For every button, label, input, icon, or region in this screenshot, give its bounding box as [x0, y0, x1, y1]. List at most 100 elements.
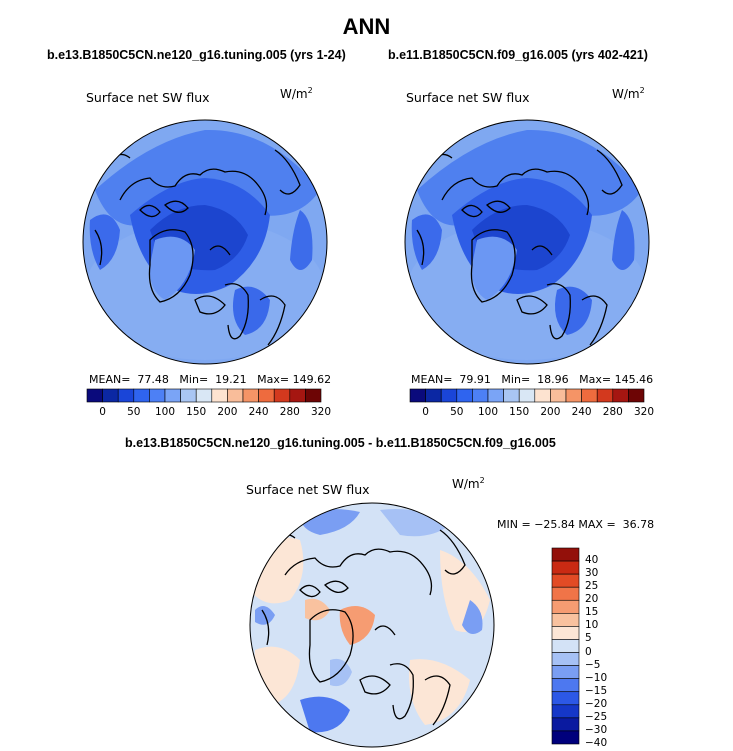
- right-stats: MEAN= 79.91 Min= 18.96 Max= 145.46: [411, 373, 654, 386]
- diff-colorbar-swatch: [551, 586, 580, 601]
- diff-stats: MIN = −25.84 MAX = 36.78: [497, 518, 655, 531]
- diff-colorbar-tick-label: 25: [585, 580, 599, 593]
- right-colorbar-tick-label: 150: [509, 406, 530, 418]
- diff-units: W/m2: [452, 476, 485, 491]
- left-colorbar-tick-label: 150: [186, 406, 207, 418]
- right-colorbar-swatch: [440, 388, 458, 403]
- right-colorbar-swatch: [503, 388, 520, 403]
- right-colorbar-tick-label: 100: [477, 406, 499, 418]
- diff-colorbar-swatch: [551, 639, 580, 653]
- diff-colorbar-tick-label: 20: [585, 593, 599, 606]
- diff-colorbar-tick-label: −20: [585, 697, 608, 710]
- right-colorbar-swatch: [596, 388, 614, 403]
- diff-colorbar-tick-label: 15: [585, 606, 599, 619]
- diff-colorbar: [551, 547, 580, 745]
- left-colorbar-swatch: [289, 388, 306, 403]
- right-colorbar-tick-label: 200: [540, 406, 561, 418]
- diff-colorbar-tick-label: 40: [585, 554, 599, 567]
- right-coastlines: [416, 149, 623, 346]
- diff-colorbar-tick-label: 0: [585, 645, 592, 658]
- left-colorbar-swatch: [258, 388, 275, 403]
- diff-colorbar-swatch: [551, 730, 580, 745]
- diff-colorbar-swatch: [551, 599, 580, 614]
- diff-case-title: b.e13.B1850C5CN.ne120_g16.tuning.005 - b…: [125, 436, 556, 450]
- diff-colorbar-swatch: [551, 573, 580, 588]
- diff-colorbar-tick-label: −5: [585, 658, 601, 671]
- left-colorbar-swatch: [164, 388, 181, 403]
- diff-colorbar-swatch: [551, 613, 580, 627]
- right-colorbar-swatch: [565, 388, 582, 403]
- diff-colorbar-swatch: [551, 717, 580, 732]
- left-colorbar-swatch: [273, 388, 291, 403]
- right-colorbar-tick-label: 0: [422, 406, 429, 418]
- right-polar-map: [405, 120, 649, 364]
- left-colorbar-tick-label: 100: [154, 406, 176, 418]
- right-colorbar-swatch: [534, 388, 551, 403]
- diff-colorbar-swatch: [551, 665, 580, 679]
- right-colorbar: [409, 388, 645, 403]
- right-colorbar-tick-label: 280: [602, 406, 623, 418]
- diff-variable-label: Surface net SW flux: [246, 482, 370, 497]
- left-colorbar-tick-label: 50: [127, 406, 141, 418]
- diff-colorbar-tick-label: 10: [585, 619, 599, 632]
- diff-colorbar-tick-label: −25: [585, 710, 608, 723]
- right-units: W/m2: [612, 86, 645, 101]
- figure-title: ANN: [342, 14, 391, 39]
- diff-map-warm-anomaly: [339, 606, 375, 645]
- diff-colorbar-swatch: [551, 547, 580, 562]
- diff-colorbar-swatch: [551, 560, 580, 575]
- right-colorbar-swatch: [612, 388, 629, 403]
- left-colorbar-swatch: [211, 388, 228, 403]
- left-colorbar-swatch: [227, 388, 244, 403]
- right-colorbar-swatch: [472, 388, 489, 403]
- right-colorbar-swatch: [487, 388, 504, 403]
- right-colorbar-swatch: [518, 388, 536, 403]
- right-colorbar-swatch: [409, 388, 426, 403]
- right-colorbar-tick-label: 50: [450, 406, 464, 418]
- left-variable-label: Surface net SW flux: [86, 90, 210, 105]
- right-case-title: b.e11.B1850C5CN.f09_g16.005 (yrs 402-421…: [388, 48, 648, 62]
- right-variable-label: Surface net SW flux: [406, 90, 530, 105]
- diff-colorbar-tick-label: −10: [585, 671, 608, 684]
- diff-colorbar-tick-label: 30: [585, 567, 599, 580]
- diff-colorbar-tick-label: −15: [585, 684, 608, 697]
- left-colorbar-swatch: [86, 388, 103, 403]
- diff-polar-map: [250, 503, 494, 747]
- diff-colorbar-swatch: [551, 626, 580, 640]
- left-colorbar: [86, 388, 322, 403]
- left-colorbar-tick-label: 320: [310, 406, 332, 418]
- right-colorbar-swatch: [456, 388, 473, 403]
- left-colorbar-tick-label: 200: [217, 406, 238, 418]
- right-map-greenland: [471, 236, 517, 300]
- left-colorbar-swatch: [242, 388, 259, 403]
- left-colorbar-swatch: [180, 388, 197, 403]
- diff-colorbar-tick-label: −30: [585, 723, 608, 736]
- diff-colorbar-swatch: [551, 678, 580, 693]
- left-units: W/m2: [280, 86, 313, 101]
- right-colorbar-swatch: [425, 388, 442, 403]
- right-colorbar-swatch: [628, 388, 645, 403]
- left-colorbar-swatch: [195, 388, 213, 403]
- diff-colorbar-swatch: [551, 704, 580, 719]
- left-colorbar-swatch: [102, 388, 119, 403]
- right-colorbar-swatch: [550, 388, 567, 403]
- left-colorbar-swatch: [133, 388, 150, 403]
- right-colorbar-tick-label: 320: [633, 406, 655, 418]
- right-colorbar-swatch: [581, 388, 598, 403]
- left-colorbar-swatch: [149, 388, 166, 403]
- diff-colorbar-tick-label: 5: [585, 632, 592, 645]
- left-colorbar-tick-label: 280: [279, 406, 300, 418]
- left-colorbar-swatch: [117, 388, 135, 403]
- right-colorbar-tick-label: 240: [571, 406, 592, 418]
- diff-colorbar-swatch: [551, 691, 580, 706]
- diff-colorbar-tick-label: −40: [585, 737, 608, 749]
- left-stats: MEAN= 77.48 Min= 19.21 Max= 149.62: [89, 373, 332, 386]
- left-map-greenland: [149, 236, 195, 300]
- left-polar-map: [83, 120, 327, 364]
- left-case-title: b.e13.B1850C5CN.ne120_g16.tuning.005 (yr…: [47, 48, 346, 62]
- diff-colorbar-swatch: [551, 652, 580, 666]
- left-colorbar-swatch: [305, 388, 322, 403]
- left-colorbar-tick-label: 0: [99, 406, 106, 418]
- diff-coastlines: [261, 529, 466, 726]
